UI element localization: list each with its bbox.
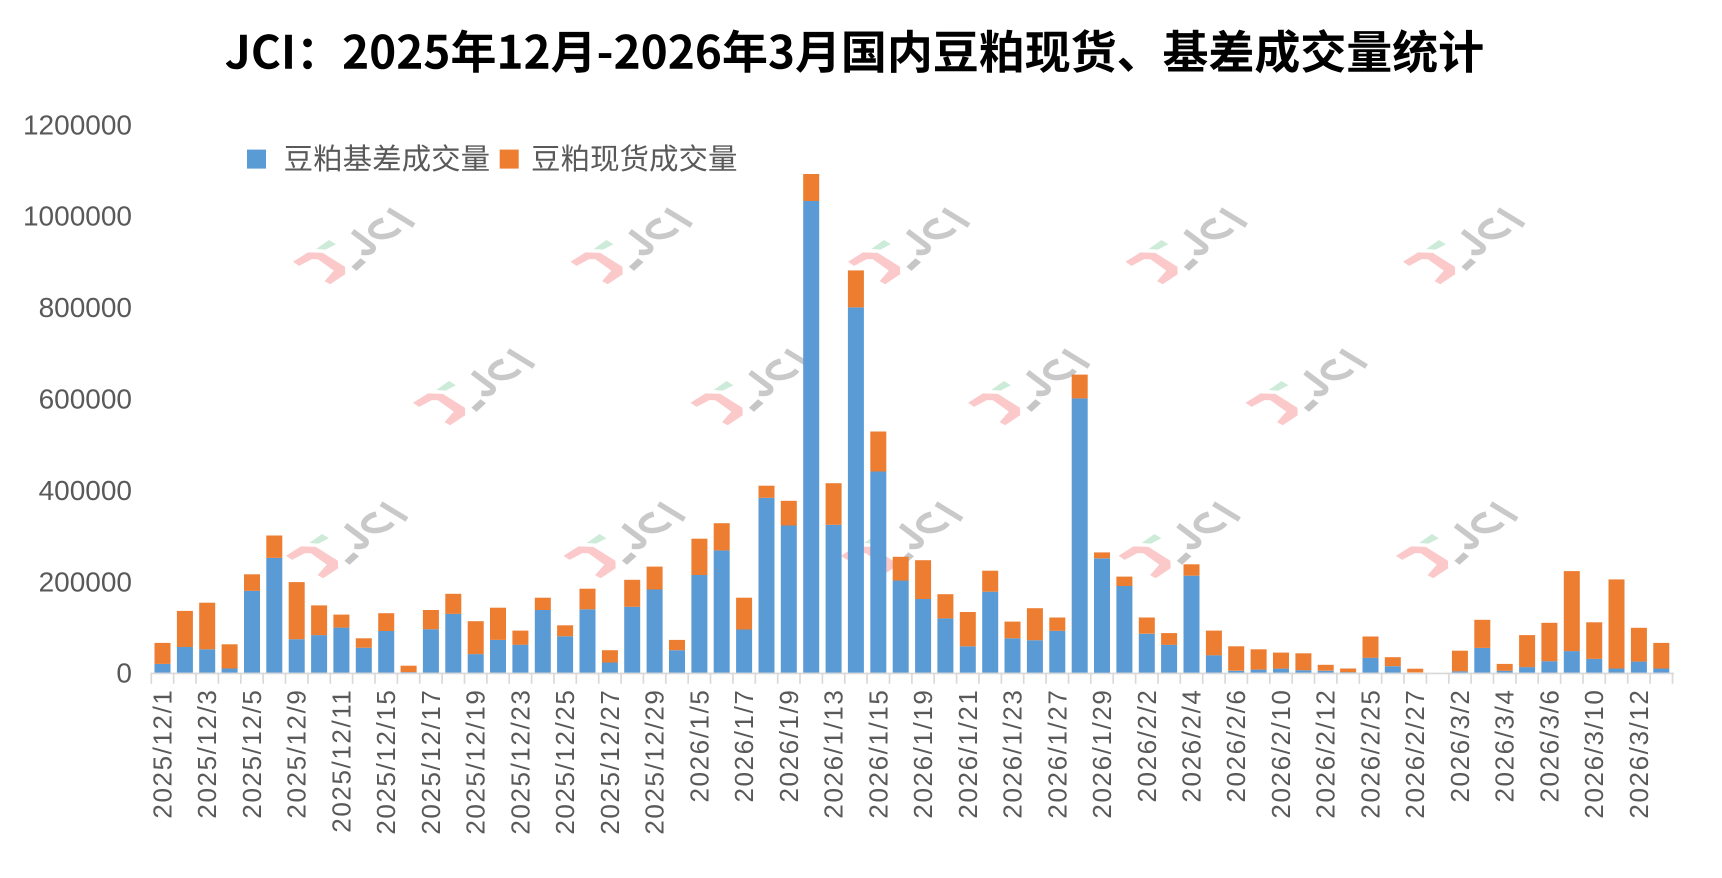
svg-text:2026/3/6: 2026/3/6 bbox=[1534, 689, 1564, 803]
svg-text:2026/1/29: 2026/1/29 bbox=[1087, 689, 1117, 819]
svg-text:600000: 600000 bbox=[39, 384, 132, 415]
svg-text:2026/2/6: 2026/2/6 bbox=[1221, 689, 1251, 803]
svg-text:2025/12/27: 2025/12/27 bbox=[595, 689, 625, 835]
svg-text:2025/12/19: 2025/12/19 bbox=[461, 689, 491, 835]
svg-text:2026/1/7: 2026/1/7 bbox=[729, 689, 759, 803]
svg-text:2025/12/17: 2025/12/17 bbox=[416, 689, 446, 835]
svg-text:2025/12/5: 2025/12/5 bbox=[237, 689, 267, 819]
svg-text:2026/1/27: 2026/1/27 bbox=[1042, 689, 1072, 819]
svg-text:2026/3/10: 2026/3/10 bbox=[1579, 689, 1609, 819]
svg-text:2026/2/27: 2026/2/27 bbox=[1400, 689, 1430, 819]
svg-text:2025/12/15: 2025/12/15 bbox=[371, 689, 401, 835]
svg-text:2025/12/25: 2025/12/25 bbox=[550, 689, 580, 835]
svg-text:2025/12/1: 2025/12/1 bbox=[148, 689, 178, 819]
svg-text:2026/1/5: 2026/1/5 bbox=[684, 689, 714, 803]
svg-text:2026/2/4: 2026/2/4 bbox=[1177, 689, 1207, 803]
svg-text:2026/3/2: 2026/3/2 bbox=[1445, 689, 1475, 803]
svg-text:2026/1/15: 2026/1/15 bbox=[863, 689, 893, 819]
svg-text:2026/3/12: 2026/3/12 bbox=[1624, 689, 1654, 819]
svg-text:2026/2/12: 2026/2/12 bbox=[1311, 689, 1341, 819]
svg-text:2025/12/23: 2025/12/23 bbox=[505, 689, 535, 835]
svg-text:2026/1/21: 2026/1/21 bbox=[953, 689, 983, 819]
svg-text:2026/3/4: 2026/3/4 bbox=[1490, 689, 1520, 803]
svg-text:1200000: 1200000 bbox=[23, 109, 132, 140]
svg-text:2026/1/19: 2026/1/19 bbox=[908, 689, 938, 819]
svg-text:2025/12/3: 2025/12/3 bbox=[192, 689, 222, 819]
svg-text:0: 0 bbox=[116, 658, 132, 689]
svg-text:800000: 800000 bbox=[39, 292, 132, 323]
svg-text:2026/1/13: 2026/1/13 bbox=[819, 689, 849, 819]
svg-text:1000000: 1000000 bbox=[23, 201, 132, 232]
svg-text:2026/2/10: 2026/2/10 bbox=[1266, 689, 1296, 819]
svg-text:2026/2/2: 2026/2/2 bbox=[1132, 689, 1162, 803]
svg-text:2025/12/11: 2025/12/11 bbox=[326, 689, 356, 833]
svg-text:2025/12/29: 2025/12/29 bbox=[640, 689, 670, 835]
svg-text:2025/12/9: 2025/12/9 bbox=[282, 689, 312, 819]
svg-text:400000: 400000 bbox=[39, 475, 132, 506]
svg-text:2026/2/25: 2026/2/25 bbox=[1356, 689, 1386, 819]
svg-text:2026/1/23: 2026/1/23 bbox=[998, 689, 1028, 819]
svg-text:200000: 200000 bbox=[39, 566, 132, 597]
svg-text:2026/1/9: 2026/1/9 bbox=[774, 689, 804, 803]
